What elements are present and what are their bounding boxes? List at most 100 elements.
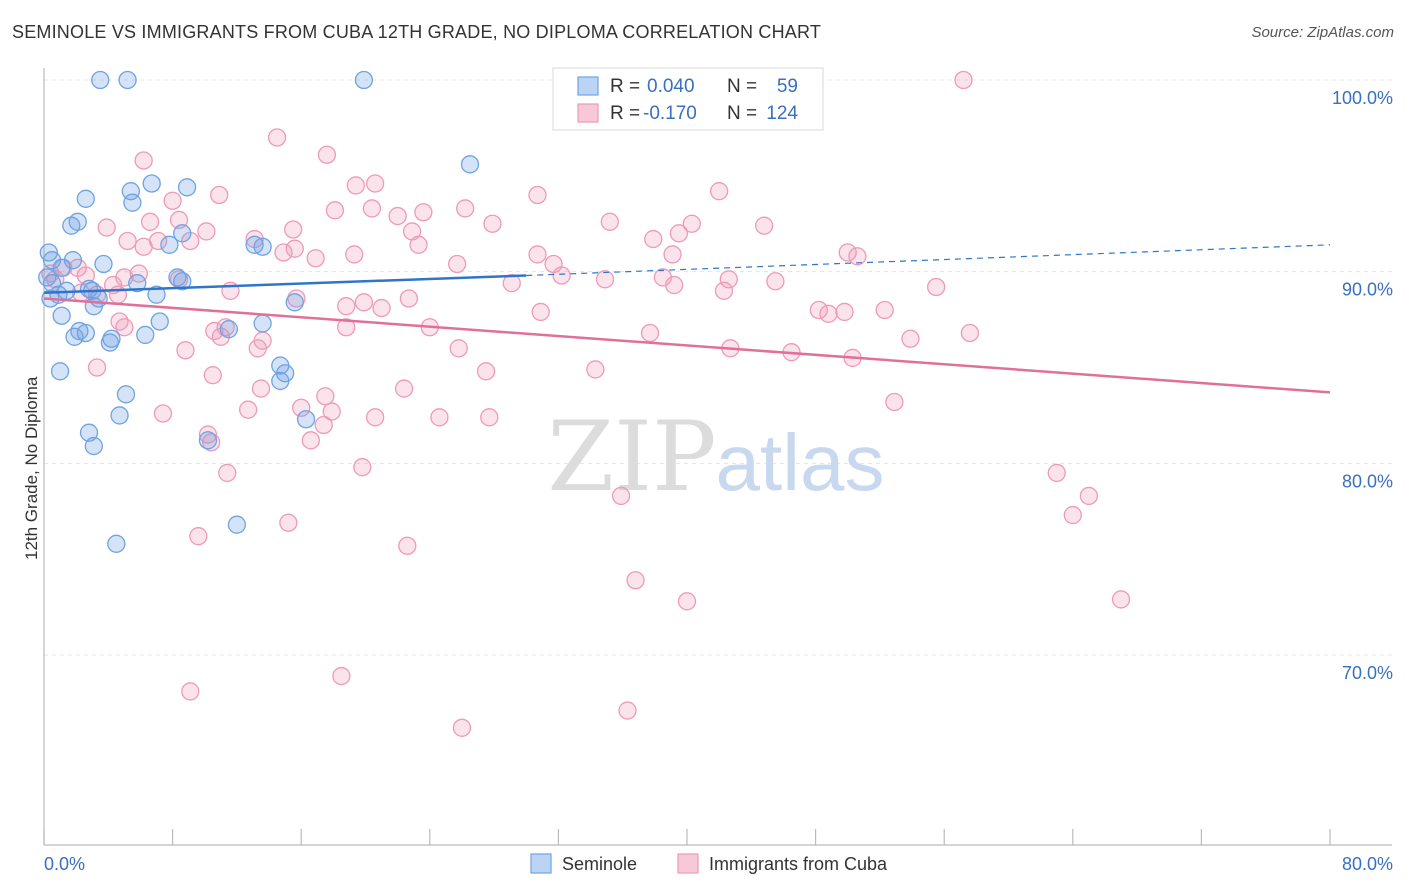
- cuba-point: [362, 199, 382, 218]
- trend-lines: [43, 244, 1331, 394]
- cuba-point: [97, 218, 116, 237]
- cuba-point: [640, 323, 660, 343]
- cuba-point: [337, 318, 356, 337]
- tick-labels: 100.0% 90.0% 80.0% 70.0% 0.0% 80.0%: [44, 88, 1393, 874]
- seminole-point: [150, 312, 169, 331]
- cuba-point: [848, 247, 867, 266]
- cuba-point: [600, 212, 619, 231]
- series-seminole-points: [38, 70, 480, 553]
- x-tick-label: 0.0%: [44, 854, 85, 874]
- legend-seminole-n-label: N =: [727, 76, 757, 97]
- cuba-point: [502, 274, 521, 293]
- cuba-point: [885, 392, 904, 412]
- cuba-point: [203, 366, 222, 385]
- cuba-point: [115, 318, 134, 337]
- seminole-point: [100, 333, 120, 352]
- cuba-point: [480, 408, 499, 427]
- seminole-point: [253, 314, 272, 333]
- cuba-point: [345, 245, 364, 264]
- seminole-point: [84, 436, 103, 456]
- cuba-point: [210, 185, 229, 205]
- cuba-point: [399, 289, 419, 308]
- cuba-point: [140, 212, 160, 231]
- cuba-point: [317, 145, 337, 164]
- cuba-point: [322, 402, 341, 421]
- seminole-point: [76, 323, 95, 343]
- y-tick-label: 70.0%: [1342, 663, 1393, 683]
- seminole-point: [116, 385, 136, 404]
- cuba-point: [181, 682, 200, 701]
- cuba-point: [663, 245, 682, 264]
- seminole-point: [128, 274, 147, 293]
- seminole-point: [160, 235, 179, 254]
- legend-cuba-n-label: N =: [727, 103, 757, 124]
- cuba-point: [176, 341, 195, 360]
- cuba-point: [76, 266, 95, 285]
- cuba-point: [285, 239, 304, 258]
- seminole-point: [121, 182, 140, 201]
- cuba-point: [189, 527, 208, 546]
- cuba-point: [1047, 463, 1066, 483]
- watermark: ZIP atlas: [547, 401, 884, 513]
- seminole-point: [38, 268, 57, 287]
- seminole-point: [219, 320, 239, 339]
- seminole-point: [70, 321, 89, 341]
- cuba-point: [1111, 590, 1131, 609]
- cuba-point: [153, 404, 173, 423]
- cuba-point: [960, 323, 980, 343]
- cuba-point: [169, 210, 189, 230]
- y-tick-label: 80.0%: [1342, 471, 1393, 491]
- legend-top: R = 0.040 N = 59 R = -0.170 N = 124: [552, 67, 824, 131]
- cuba-point: [531, 302, 550, 322]
- cuba-point: [372, 298, 391, 318]
- seminole-point: [227, 515, 247, 534]
- seminole-point: [118, 70, 137, 90]
- legend-cuba-n-value: 124: [766, 103, 798, 124]
- cuba-point: [875, 300, 894, 320]
- seminole-trend-line: [43, 274, 527, 294]
- cuba-point: [306, 249, 325, 268]
- legend-cuba-swatch: [577, 103, 599, 123]
- chart-source: Source: ZipAtlas.com: [1251, 24, 1394, 41]
- cuba-point: [134, 151, 153, 170]
- cuba-point: [677, 592, 697, 611]
- cuba-point: [365, 174, 385, 193]
- legend-bottom-cuba-label: Immigrants from Cuba: [709, 854, 888, 874]
- cuba-point: [528, 185, 547, 205]
- cuba-point: [664, 275, 684, 295]
- seminole-point: [107, 534, 126, 553]
- cuba-point: [528, 245, 547, 264]
- cuba-point: [447, 254, 467, 274]
- cuba-point: [476, 362, 496, 381]
- cuba-point: [766, 272, 785, 291]
- cuba-point: [719, 270, 738, 289]
- cuba-point: [552, 266, 571, 285]
- cuba-point: [216, 318, 235, 337]
- seminole-point: [123, 193, 142, 212]
- cuba-point: [835, 302, 854, 322]
- seminole-point: [42, 251, 62, 270]
- cuba-point: [954, 70, 973, 90]
- cuba-point: [279, 513, 298, 532]
- seminole-trend-extension: [526, 244, 1331, 277]
- cuba-point: [353, 458, 372, 477]
- legend-bottom-cuba-swatch: [677, 853, 699, 874]
- cuba-point: [118, 231, 137, 251]
- legend-seminole-n-value: 59: [777, 76, 798, 97]
- cuba-point: [682, 214, 701, 233]
- seminole-point: [271, 371, 290, 391]
- cuba-point: [325, 201, 345, 220]
- x-tick-label: 80.0%: [1342, 854, 1393, 874]
- seminole-point: [91, 70, 110, 90]
- cuba-point: [644, 229, 663, 249]
- legend-bottom-seminole-label: Seminole: [562, 854, 637, 874]
- seminole-point: [354, 70, 374, 90]
- cuba-point: [239, 400, 258, 419]
- cuba-point: [1063, 505, 1082, 525]
- seminole-point: [136, 325, 155, 345]
- seminole-point: [460, 155, 480, 174]
- watermark-atlas: atlas: [716, 418, 885, 507]
- cuba-point: [388, 206, 407, 226]
- cuba-point: [819, 304, 838, 323]
- seminole-point: [84, 297, 103, 316]
